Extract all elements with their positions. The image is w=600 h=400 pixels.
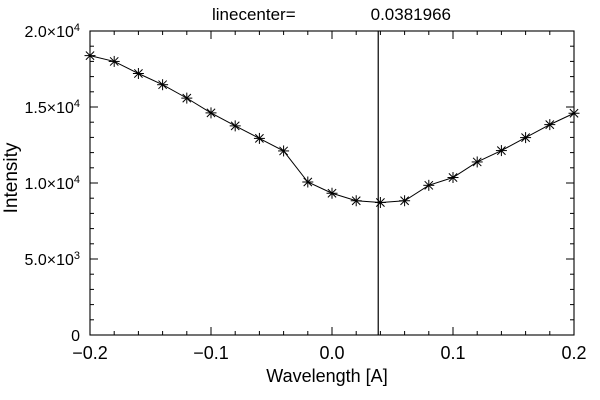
svg-text:0.0: 0.0 — [319, 343, 344, 363]
svg-text:0.1: 0.1 — [440, 343, 465, 363]
svg-text:linecenter=: linecenter= — [212, 5, 296, 24]
svg-text:−0.1: −0.1 — [193, 343, 229, 363]
svg-text:1.5×104: 1.5×104 — [24, 98, 80, 117]
svg-text:1.0×104: 1.0×104 — [24, 174, 80, 193]
svg-text:0.0381966: 0.0381966 — [371, 5, 451, 24]
svg-text:0: 0 — [71, 328, 80, 345]
svg-text:0.2: 0.2 — [561, 343, 586, 363]
svg-text:2.0×104: 2.0×104 — [24, 22, 80, 41]
svg-text:Wavelength [A]: Wavelength [A] — [266, 366, 387, 386]
svg-text:5.0×103: 5.0×103 — [24, 250, 80, 269]
svg-text:Intensity: Intensity — [1, 142, 22, 213]
svg-text:−0.2: −0.2 — [72, 343, 108, 363]
